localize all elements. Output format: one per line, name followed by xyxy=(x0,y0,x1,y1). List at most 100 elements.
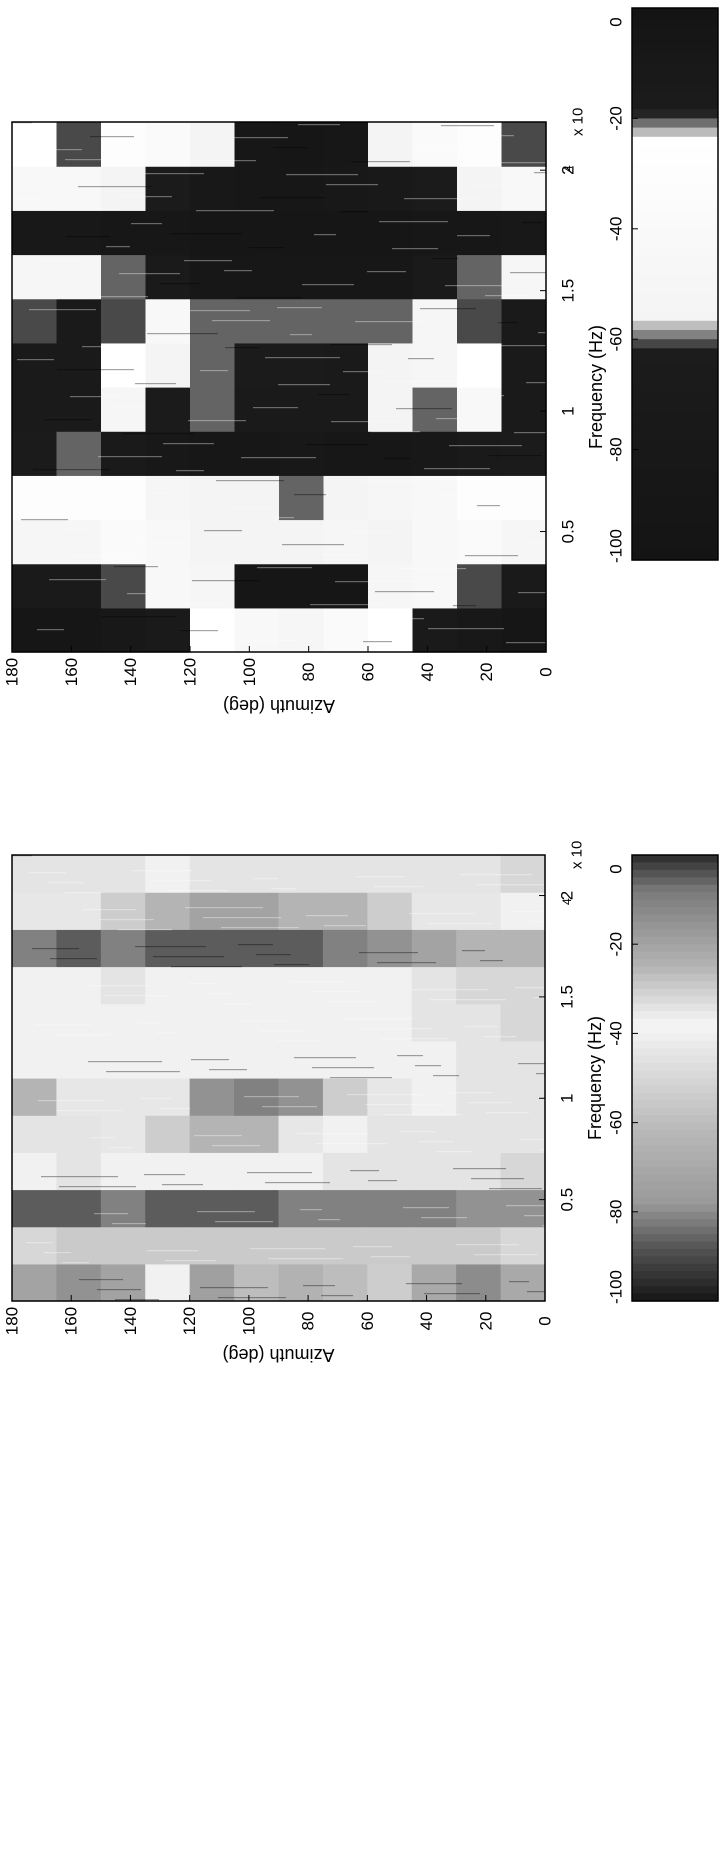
colorbar-band xyxy=(632,1196,718,1205)
heatmap-streak xyxy=(424,1293,480,1295)
heatmap-streak xyxy=(441,125,494,127)
heatmap-streak xyxy=(25,149,82,151)
heatmap-streak xyxy=(74,556,138,558)
heatmap-streak xyxy=(397,1055,423,1057)
heatmap-cell xyxy=(145,210,191,256)
heatmap-streak xyxy=(462,950,485,952)
heatmap-cell xyxy=(368,475,414,521)
heatmap-cell xyxy=(279,210,325,256)
heatmap-cell xyxy=(323,210,369,256)
heatmap-cell xyxy=(368,607,414,653)
heatmap-streak xyxy=(143,173,204,175)
heatmap-streak xyxy=(13,199,40,201)
heatmap-streak xyxy=(241,1020,286,1022)
azimuth-tick-label: 20 xyxy=(477,663,496,682)
heatmap-cell xyxy=(367,929,413,968)
colorbar-band xyxy=(632,284,718,294)
colorbar-band xyxy=(632,210,718,221)
colorbar-band xyxy=(632,929,718,938)
heatmap-streak xyxy=(400,568,466,570)
heatmap-streak xyxy=(522,222,542,224)
heatmap-streak xyxy=(473,345,546,347)
colorbar-band xyxy=(632,1137,718,1146)
heatmap-cell xyxy=(368,519,414,565)
heatmap-cell xyxy=(190,519,236,565)
colorbar-band xyxy=(632,877,718,886)
heatmap-cell xyxy=(145,122,191,167)
colorbar-band xyxy=(632,869,718,878)
heatmap-cell xyxy=(189,1078,235,1116)
colorbar-tick-label: 0 xyxy=(607,17,626,26)
heatmap-streak xyxy=(79,1279,123,1281)
heatmap-streak xyxy=(45,419,92,421)
heatmap-streak xyxy=(123,433,194,435)
heatmap-texture xyxy=(12,855,545,1301)
heatmap-cell xyxy=(412,210,458,256)
heatmap-cell xyxy=(189,855,235,893)
heatmap-streak xyxy=(485,295,528,297)
heatmap-cell xyxy=(411,1189,457,1228)
colorbar-band xyxy=(632,892,718,901)
heatmap-streak xyxy=(282,544,344,546)
heatmap-cell xyxy=(234,892,280,930)
heatmap-cell xyxy=(190,431,236,476)
frequency-axis-title: Frequency (Hz) xyxy=(586,325,606,449)
heatmap-cell xyxy=(12,892,58,930)
heatmap-cell xyxy=(279,387,325,432)
heatmap-streak xyxy=(483,1036,516,1038)
frequency-tick-label: 0.5 xyxy=(558,1188,577,1212)
heatmap-cell xyxy=(322,966,368,1005)
heatmap-streak xyxy=(365,1104,444,1106)
heatmap-streak xyxy=(112,1223,146,1225)
colorbar-band xyxy=(632,884,718,893)
heatmap-cell xyxy=(190,342,236,388)
heatmap-streak xyxy=(375,591,434,593)
heatmap-streak xyxy=(536,1073,545,1075)
heatmap-streak xyxy=(159,283,200,285)
heatmap-streak xyxy=(261,197,326,199)
heatmap-cell xyxy=(279,342,325,388)
heatmap-cell xyxy=(456,1152,502,1191)
heatmap-cell xyxy=(100,892,146,930)
heatmap-cell xyxy=(56,855,102,893)
azimuth-tick-label: 0 xyxy=(537,667,556,676)
heatmap-streak xyxy=(110,406,144,408)
heatmap-cell xyxy=(56,892,102,930)
colorbar-band xyxy=(632,477,718,487)
frequency-tick-label: 0.5 xyxy=(559,520,578,544)
heatmap-streak xyxy=(200,1287,268,1289)
heatmap-streak xyxy=(542,492,546,494)
heatmap-cell xyxy=(190,607,236,653)
heatmap-cell xyxy=(500,892,546,930)
azimuth-tick-label: 140 xyxy=(121,658,140,686)
heatmap-streak xyxy=(359,952,418,954)
heatmap-cell xyxy=(411,892,457,930)
heatmap-streak xyxy=(94,1213,128,1215)
heatmap-cell xyxy=(12,298,58,344)
heatmap-streak xyxy=(380,1038,449,1040)
heatmap-cell xyxy=(190,387,236,432)
colorbar-band xyxy=(632,1286,718,1295)
heatmap-cell xyxy=(100,1115,146,1153)
azimuth-tick-label: 80 xyxy=(299,1312,318,1331)
colorbar-band xyxy=(632,996,718,1005)
heatmap-cell xyxy=(12,563,58,609)
heatmap-streak xyxy=(527,1291,545,1293)
heatmap-streak xyxy=(253,407,298,409)
colorbar-tick-label: -60 xyxy=(607,327,626,352)
heatmap-streak xyxy=(498,322,518,324)
heatmap-frame xyxy=(11,121,547,653)
heatmap-cell xyxy=(190,122,236,167)
colorbar-band xyxy=(632,1063,718,1072)
heatmap-streak xyxy=(480,960,503,962)
heatmap-streak xyxy=(428,628,504,630)
heatmap-cell xyxy=(457,607,503,653)
heatmap-cell xyxy=(322,1263,368,1302)
heatmap-cell xyxy=(412,254,458,300)
heatmap-streak xyxy=(416,148,462,150)
colorbar-band xyxy=(632,63,718,73)
heatmap-streak xyxy=(388,618,424,620)
colorbar-band xyxy=(632,17,718,27)
heatmap-streak xyxy=(298,124,340,126)
